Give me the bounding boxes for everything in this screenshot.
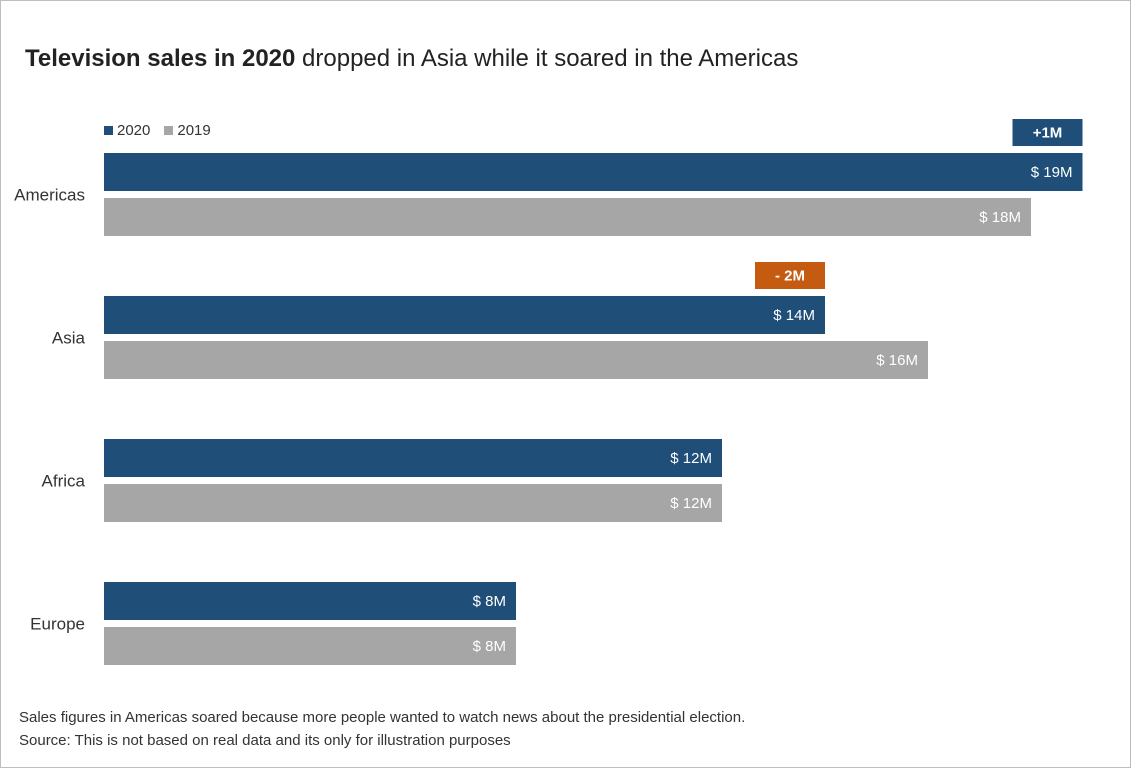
bar-label-2019-asia: $ 16M [876, 352, 918, 369]
legend-swatch-2019 [164, 126, 174, 135]
category-label-europe: Europe [30, 615, 85, 634]
footnotes: Sales figures in Americas soared because… [19, 706, 745, 752]
legend-swatch-2020 [104, 126, 113, 135]
bar-2020-asia [104, 296, 825, 334]
footnote-explanation: Sales figures in Americas soared because… [19, 709, 746, 726]
bar-label-2020-africa: $ 12M [670, 450, 712, 467]
bar-2019-asia [104, 341, 928, 379]
category-label-asia: Asia [52, 329, 86, 348]
chart-title-rest: dropped in Asia while it soared in the A… [295, 45, 799, 72]
bar-label-2020-asia: $ 14M [773, 307, 815, 324]
bar-2020-americas [104, 153, 1083, 191]
change-badge-asia [755, 262, 825, 289]
change-badge-americas [1012, 119, 1083, 146]
legend-label-2019: 2019 [177, 122, 211, 139]
category-label-americas: Americas [14, 186, 85, 205]
bar-2019-americas [104, 198, 1031, 236]
bar-label-2020-americas: $ 19M [1031, 164, 1073, 181]
chart-title: Television sales in 2020 dropped in Asia… [25, 45, 798, 73]
change-badge-label-asia: - 2M [775, 268, 805, 285]
chart-title-bold: Television sales in 2020 [25, 45, 296, 72]
legend-item-2020: 2020 [104, 122, 150, 139]
bar-label-2019-americas: $ 18M [979, 209, 1021, 226]
bar-2020-africa [104, 439, 722, 477]
bar-2020-europe [104, 582, 516, 620]
bar-label-2019-africa: $ 12M [670, 495, 712, 512]
change-badge-label-americas: +1M [1033, 125, 1063, 142]
category-label-africa: Africa [42, 472, 86, 491]
legend-item-2019: 2019 [164, 122, 211, 139]
bar-label-2020-europe: $ 8M [473, 593, 506, 610]
bar-2019-europe [104, 627, 516, 665]
legend-label-2020: 2020 [117, 122, 151, 139]
footnote-source: Source: This is not based on real data a… [19, 732, 511, 749]
bar-plot: Americas $ 19M $ 18M +1M Asia $ 14M $ 16M - 2M A… [14, 119, 1083, 665]
legend: 2020 2019 [104, 122, 225, 139]
bar-2019-africa [104, 484, 722, 522]
bar-label-2019-europe: $ 8M [473, 638, 506, 655]
